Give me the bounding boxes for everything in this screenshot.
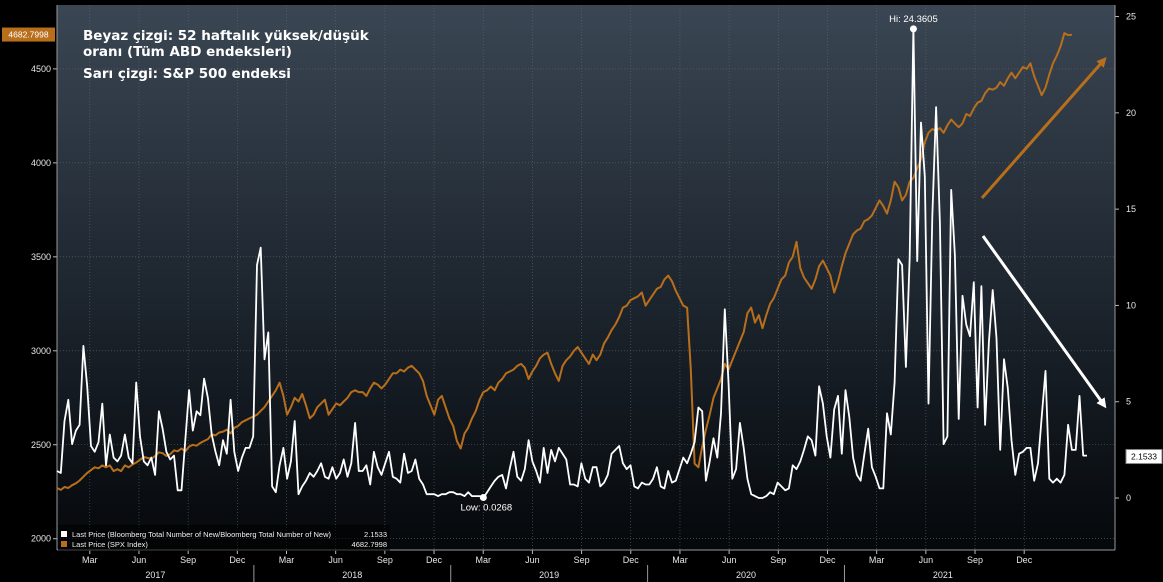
left-tick-label-3500: 3500	[31, 252, 51, 262]
x-tick-label-Jun: Jun	[919, 555, 934, 565]
annotations: Beyaz çizgi: 52 haftalık yüksek/düşük or…	[83, 14, 1107, 513]
legend-label-orange: Last Price (SPX Index)	[72, 540, 148, 549]
x-tick-label-Dec: Dec	[229, 555, 246, 565]
high-label: Hi: 24.3605	[889, 14, 938, 25]
x-year-label-2019: 2019	[539, 570, 559, 580]
high-marker	[909, 25, 917, 33]
series-line-ratio	[56, 27, 1087, 499]
x-tick-label-Sep: Sep	[180, 555, 196, 565]
x-tick-label-Mar: Mar	[475, 555, 491, 565]
x-year-label-2017: 2017	[145, 570, 165, 580]
trend-arrow-orange	[980, 57, 1107, 199]
right-tick-label-15: 15	[1126, 204, 1136, 214]
value-tags: 4682.7998 2.1533	[2, 27, 1163, 465]
right-tick-label-5: 5	[1126, 397, 1131, 407]
series-lines	[56, 27, 1087, 499]
legend-label-white: Last Price (Bloomberg Total Number of Ne…	[72, 530, 332, 539]
legend-swatch-white	[61, 531, 67, 537]
x-tick-label-Sep: Sep	[574, 555, 590, 565]
x-tick-label-Dec: Dec	[819, 555, 836, 565]
ratio-value-tag: 2.1533	[1131, 452, 1157, 462]
x-tick-label-Dec: Dec	[623, 555, 640, 565]
x-tick-label-Sep: Sep	[770, 555, 786, 565]
right-tick-label-10: 10	[1126, 300, 1136, 310]
spx-value-tag-bg	[2, 27, 55, 42]
x-year-label-2021: 2021	[933, 570, 953, 580]
legend: Last Price (Bloomberg Total Number of Ne…	[58, 525, 390, 551]
left-tick-label-3000: 3000	[31, 346, 51, 356]
x-tick-label-Jun: Jun	[328, 555, 343, 565]
grid	[57, 5, 1115, 550]
right-tick-label-0: 0	[1126, 493, 1131, 503]
x-tick-label-Mar: Mar	[82, 555, 98, 565]
x-tick-label-Dec: Dec	[1016, 555, 1033, 565]
right-tick-label-20: 20	[1126, 108, 1136, 118]
series-line-spx	[56, 32, 1073, 491]
left-tick-label-2500: 2500	[31, 440, 51, 450]
x-tick-label-Mar: Mar	[279, 555, 295, 565]
x-tick-label-Jun: Jun	[132, 555, 147, 565]
x-tick-label-Jun: Jun	[525, 555, 540, 565]
x-tick-label-Jun: Jun	[722, 555, 737, 565]
left-tick-label-4500: 4500	[31, 64, 51, 74]
x-tick-label-Mar: Mar	[869, 555, 885, 565]
right-tick-label-25: 25	[1126, 12, 1136, 22]
legend-value-white: 2.1533	[364, 530, 387, 539]
spx-value-tag: 4682.7998	[8, 30, 48, 40]
low-marker	[479, 493, 487, 501]
ratio-value-tag-bg	[1125, 449, 1163, 465]
left-tick-label-2000: 2000	[31, 534, 51, 544]
x-tick-label-Sep: Sep	[377, 555, 393, 565]
low-label: Low: 0.0268	[460, 502, 512, 513]
left-axis: 2000 2500 3000 3500 4000 4500	[31, 5, 58, 550]
x-year-label-2020: 2020	[736, 570, 756, 580]
x-tick-label-Mar: Mar	[672, 555, 688, 565]
legend-value-orange: 4682.7998	[352, 540, 387, 549]
x-tick-label-Dec: Dec	[426, 555, 443, 565]
annotation-title-line1: Beyaz çizgi: 52 haftalık yüksek/düşük	[83, 28, 370, 44]
left-tick-label-4000: 4000	[31, 158, 51, 168]
legend-swatch-orange	[61, 541, 67, 547]
annotation-title-line2: oranı (Tüm ABD endeksleri)	[83, 44, 292, 60]
right-axis: 0 5 10 15 20 25	[1114, 5, 1136, 550]
x-year-label-2018: 2018	[342, 570, 362, 580]
legend-background	[58, 525, 390, 551]
x-tick-label-Sep: Sep	[967, 555, 983, 565]
annotation-title-line3: Sarı çizgi: S&P 500 endeksi	[83, 66, 291, 82]
plot-area	[57, 5, 1115, 550]
trend-arrow-white	[981, 235, 1107, 409]
